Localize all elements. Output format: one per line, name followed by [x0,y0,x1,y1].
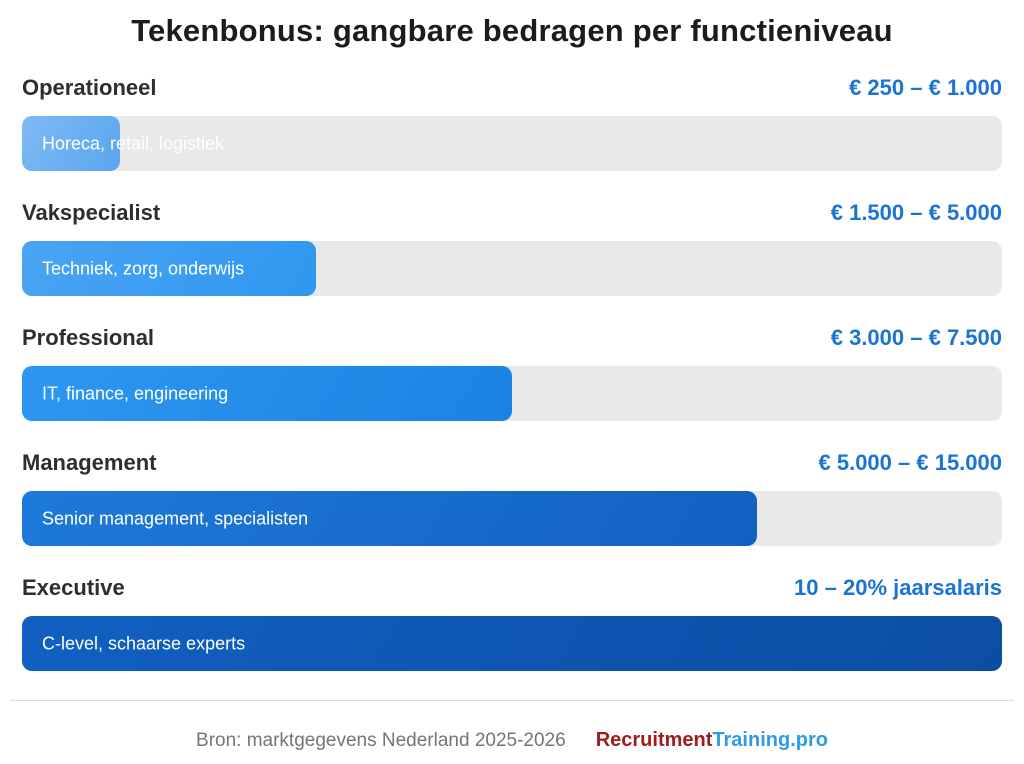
category-label: Professional [22,325,155,350]
bar-label: Senior management, specialisten [42,508,309,528]
chart-row-operationeel: Operationeel € 250 – € 1.000 Horeca, ret… [22,75,1002,171]
category-label: Executive [22,575,125,600]
bar-label: IT, finance, engineering [42,383,229,403]
chart-row-executive: Executive 10 – 20% jaarsalaris C-level, … [22,575,1002,671]
bar-track: Senior management, specialisten [22,491,1002,546]
value-range-label: € 5.000 – € 15.000 [818,450,1003,475]
brand-secondary-text: Training.pro [712,729,828,751]
category-label: Management [22,450,157,475]
row-header: Executive 10 – 20% jaarsalaris [22,575,1002,601]
bar-track: Horeca, retail, logistiek [22,116,1002,171]
bar-label: Horeca, retail, logistiek [42,133,225,153]
bar-fill [22,491,757,546]
row-header: Operationeel € 250 – € 1.000 [22,75,1002,101]
bar-label: C-level, schaarse experts [42,633,246,653]
bar-track: IT, finance, engineering [22,366,1002,421]
value-range-label: € 250 – € 1.000 [849,75,1002,100]
row-header: Professional € 3.000 – € 7.500 [22,325,1002,351]
category-label: Operationeel [22,75,157,100]
footer: Bron: marktgegevens Nederland 2025-2026 … [0,729,1024,752]
value-range-label: € 3.000 – € 7.500 [830,325,1002,350]
chart-row-professional: Professional € 3.000 – € 7.500 IT, finan… [22,325,1002,421]
source-text: Bron: marktgegevens Nederland 2025-2026 [196,730,566,751]
row-header: Management € 5.000 – € 15.000 [22,450,1002,476]
footer-divider [10,700,1014,701]
value-range-label: € 1.500 – € 5.000 [830,200,1002,225]
bar-track: C-level, schaarse experts [22,616,1002,671]
bar-label: Techniek, zorg, onderwijs [42,258,245,278]
chart-row-vakspecialist: Vakspecialist € 1.500 – € 5.000 Techniek… [22,200,1002,296]
bar-fill [22,616,1002,671]
bar-fill [22,116,120,171]
bar-track: Techniek, zorg, onderwijs [22,241,1002,296]
chart-row-management: Management € 5.000 – € 15.000 Senior man… [22,450,1002,546]
row-header: Vakspecialist € 1.500 – € 5.000 [22,200,1002,226]
value-range-label: 10 – 20% jaarsalaris [794,575,1002,600]
bar-fill [22,241,316,296]
chart-title: Tekenbonus: gangbare bedragen per functi… [131,13,893,48]
bar-fill [22,366,512,421]
category-label: Vakspecialist [22,200,161,225]
brand-logo: RecruitmentTraining.pro [596,729,828,752]
brand-primary-text: Recruitment [595,729,713,751]
